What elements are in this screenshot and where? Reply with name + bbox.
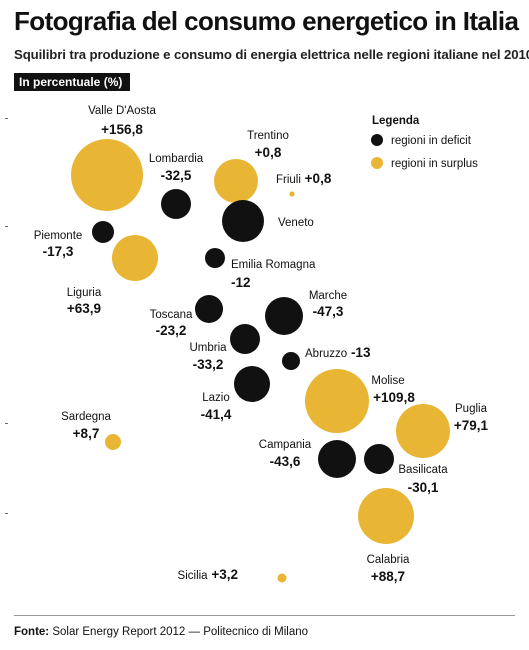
region-name-liguria: Liguria bbox=[67, 287, 102, 299]
margin-tick bbox=[5, 513, 8, 514]
bubble-piemonte bbox=[92, 221, 114, 243]
region-name-veneto: Veneto bbox=[278, 217, 314, 229]
region-name-lazio: Lazio bbox=[202, 392, 230, 404]
region-label-abruzzo: Abruzzo -13 bbox=[305, 345, 371, 360]
region-name-basilicata: Basilicata bbox=[398, 464, 448, 476]
footer-divider bbox=[14, 615, 515, 616]
region-value-liguria: +63,9 bbox=[67, 301, 101, 316]
bubble-toscana bbox=[195, 295, 223, 323]
region-value-sicilia: +3,2 bbox=[208, 567, 238, 582]
bubble-puglia bbox=[396, 404, 450, 458]
bubble-molise bbox=[305, 369, 369, 433]
region-name-lombardia: Lombardia bbox=[149, 153, 204, 165]
source-label: Fonte: bbox=[14, 626, 50, 638]
region-name-sardegna: Sardegna bbox=[61, 411, 111, 423]
region-value-marche: -47,3 bbox=[313, 304, 344, 319]
legend-title: Legenda bbox=[372, 115, 420, 127]
region-value-emilia-romagna: -12 bbox=[231, 275, 251, 290]
region-value-lazio: -41,4 bbox=[201, 407, 232, 422]
bubble-veneto bbox=[222, 200, 264, 242]
region-name-friuli: Friuli bbox=[276, 174, 301, 186]
region-name-calabria: Calabria bbox=[367, 554, 410, 566]
bubble-abruzzo bbox=[282, 352, 300, 370]
region-name-abruzzo: Abruzzo bbox=[305, 348, 347, 360]
region-name-puglia: Puglia bbox=[455, 403, 488, 415]
bubble-sicilia bbox=[277, 573, 287, 583]
bubble-friuli bbox=[289, 191, 295, 197]
region-value-lombardia: -32,5 bbox=[161, 168, 192, 183]
chart-title: Fotografia del consumo energetico in Ita… bbox=[14, 6, 519, 36]
region-value-molise: +109,8 bbox=[373, 390, 415, 405]
margin-tick bbox=[5, 423, 8, 424]
unit-badge: In percentuale (%) bbox=[14, 73, 131, 91]
bubble-lazio bbox=[234, 366, 270, 402]
region-value-calabria: +88,7 bbox=[371, 569, 405, 584]
source-note: Fonte: Solar Energy Report 2012 — Polite… bbox=[14, 626, 308, 638]
source-text: Solar Energy Report 2012 — Politecnico d… bbox=[52, 626, 309, 638]
bubble-campania bbox=[318, 440, 356, 478]
region-value-friuli: +0,8 bbox=[301, 171, 332, 186]
region-value-campania: -43,6 bbox=[270, 454, 301, 469]
margin-tick bbox=[5, 226, 8, 227]
region-value-basilicata: -30,1 bbox=[408, 480, 439, 495]
bubble-emilia-romagna bbox=[205, 248, 225, 268]
region-name-marche: Marche bbox=[309, 290, 347, 302]
legend-swatch-deficit bbox=[371, 134, 383, 146]
region-label-sicilia: Sicilia +3,2 bbox=[178, 567, 238, 582]
bubble-marche bbox=[265, 297, 303, 335]
region-value-trentino: +0,8 bbox=[255, 145, 282, 160]
region-label-friuli: Friuli +0,8 bbox=[276, 171, 332, 186]
legend-swatch-surplus bbox=[371, 157, 383, 169]
region-name-umbria: Umbria bbox=[189, 342, 227, 354]
bubble-lombardia bbox=[161, 189, 191, 219]
region-value-toscana: -23,2 bbox=[156, 323, 187, 338]
region-value-umbria: -33,2 bbox=[193, 357, 224, 372]
legend-label-surplus: regioni in surplus bbox=[391, 158, 478, 170]
bubble-calabria bbox=[358, 488, 414, 544]
region-name-toscana: Toscana bbox=[150, 309, 193, 321]
legend-label-deficit: regioni in deficit bbox=[391, 135, 472, 147]
bubble-valle-d-aosta bbox=[71, 139, 143, 211]
region-name-piemonte: Piemonte bbox=[34, 230, 83, 242]
region-name-campania: Campania bbox=[259, 439, 312, 451]
bubble-basilicata bbox=[364, 444, 394, 474]
bubble-liguria bbox=[112, 235, 158, 281]
region-value-puglia: +79,1 bbox=[454, 418, 489, 433]
region-value-piemonte: -17,3 bbox=[43, 244, 74, 259]
region-value-valle-d-aosta: +156,8 bbox=[101, 122, 143, 137]
margin-tick bbox=[5, 118, 8, 119]
region-name-molise: Molise bbox=[371, 375, 404, 387]
bubble-sardegna bbox=[105, 434, 121, 450]
region-value-abruzzo: -13 bbox=[347, 345, 371, 360]
region-value-sardegna: +8,7 bbox=[73, 426, 100, 441]
bubble-umbria bbox=[230, 324, 260, 354]
chart-subtitle: Squilibri tra produzione e consumo di en… bbox=[14, 47, 529, 62]
region-name-trentino: Trentino bbox=[247, 130, 289, 142]
region-name-valle-d-aosta: Valle D'Aosta bbox=[88, 105, 156, 117]
region-name-sicilia: Sicilia bbox=[178, 570, 209, 582]
region-name-emilia-romagna: Emilia Romagna bbox=[231, 259, 316, 271]
bubble-trentino bbox=[214, 159, 258, 203]
